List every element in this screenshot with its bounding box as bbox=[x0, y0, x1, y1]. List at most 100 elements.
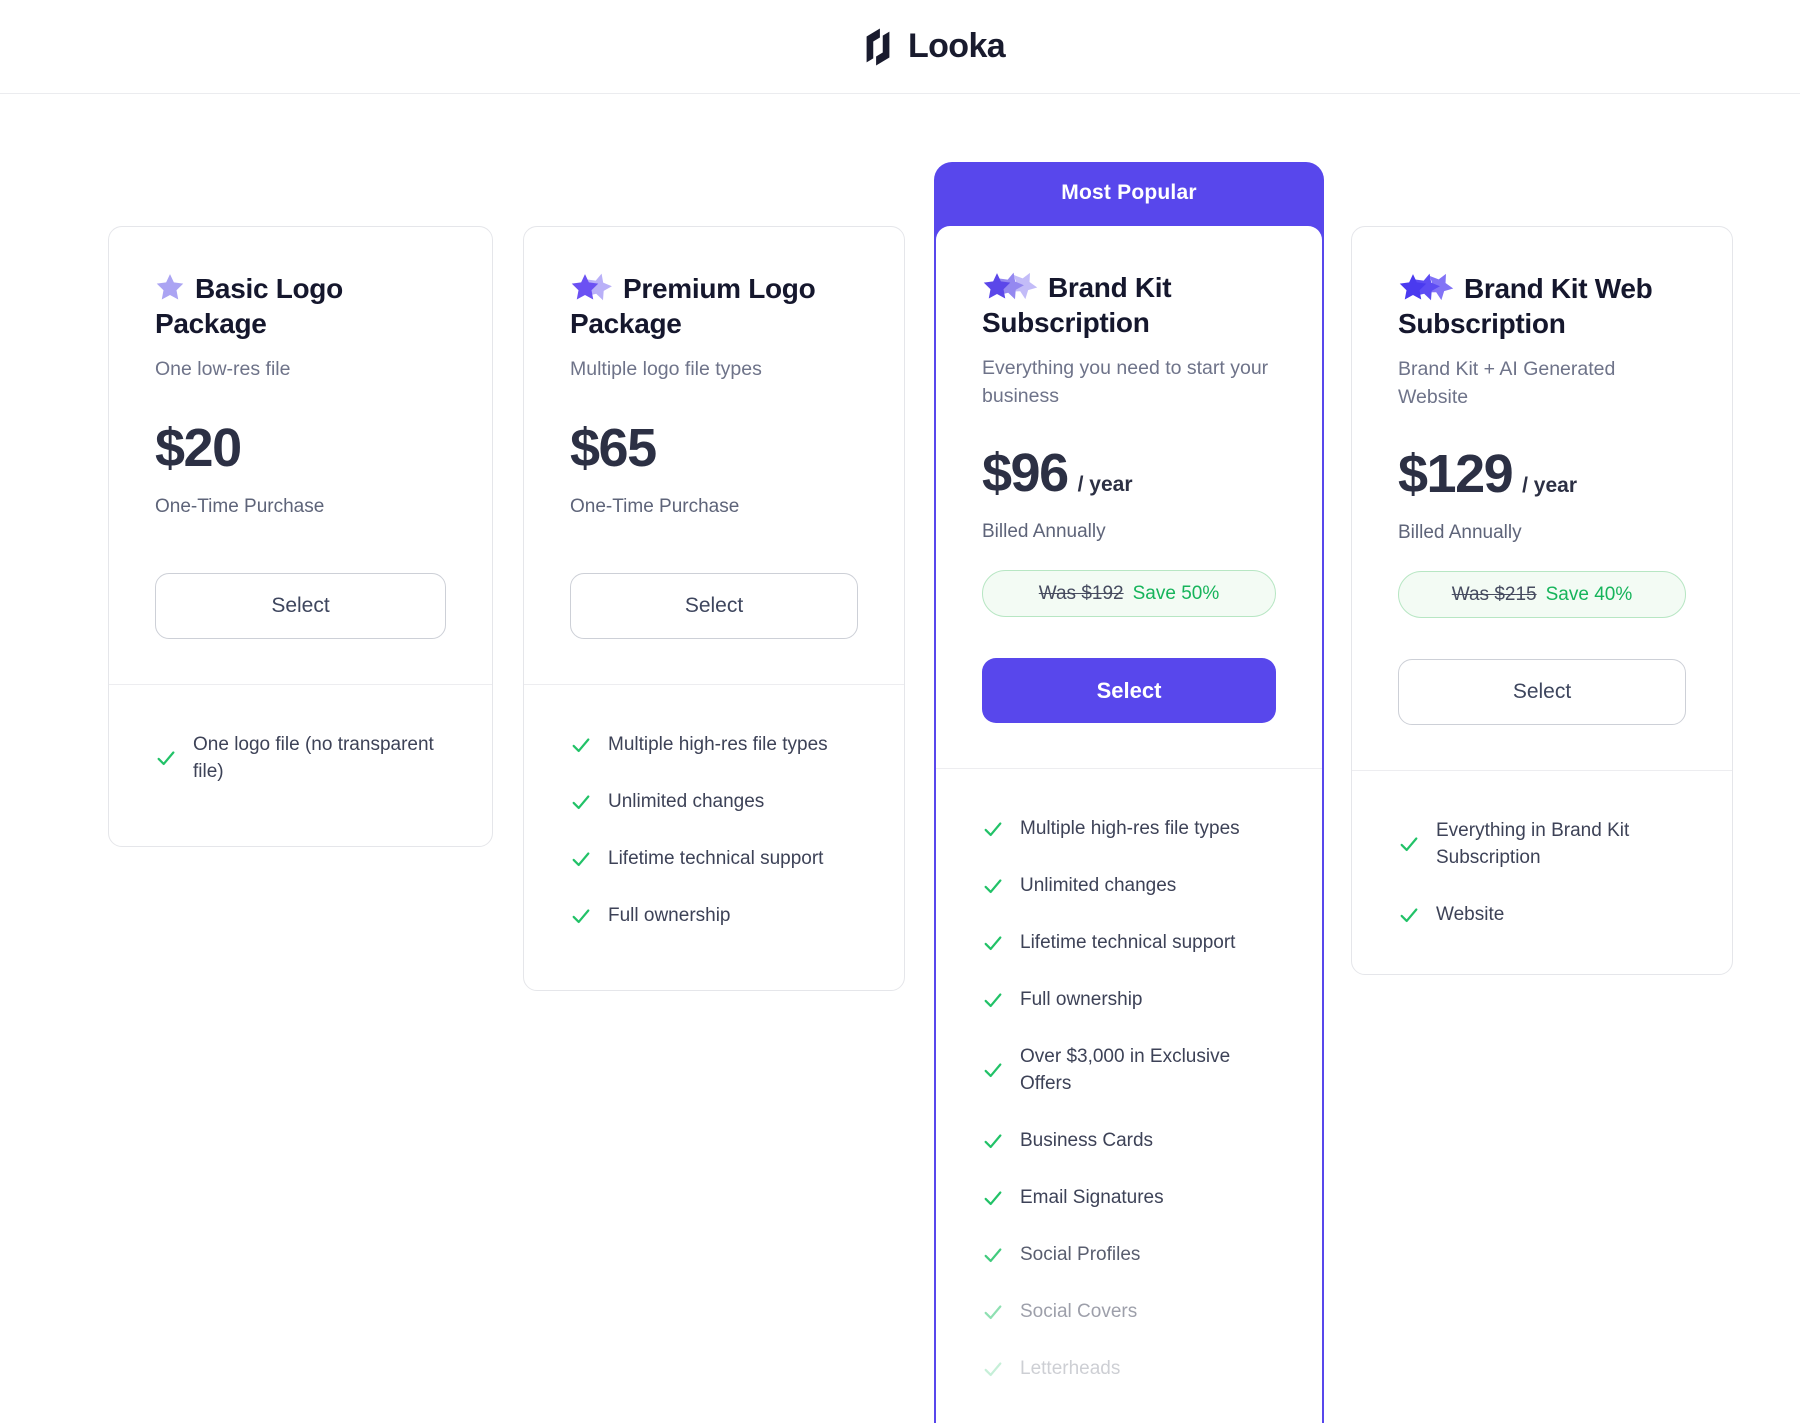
price-suffix: / year bbox=[1077, 473, 1133, 496]
plan-subtitle: Everything you need to start your busine… bbox=[982, 357, 1269, 407]
feature-item: Letterheads bbox=[982, 1355, 1276, 1382]
plan-title: Brand Kit Web Subscription bbox=[1398, 271, 1686, 341]
select-button-basic[interactable]: Select bbox=[155, 573, 446, 639]
plan-title-text: Brand Kit Subscription bbox=[982, 272, 1172, 338]
old-price: Was $215 bbox=[1451, 583, 1537, 605]
check-icon bbox=[572, 851, 590, 866]
feature-item: Lifetime technical support bbox=[570, 845, 858, 872]
plan-title-text: Brand Kit Web Subscription bbox=[1398, 273, 1653, 339]
plan-title-text: Basic Logo Package bbox=[155, 273, 343, 339]
feature-list: Multiple high-res file types Unlimited c… bbox=[936, 769, 1322, 1382]
plan-title-text: Premium Logo Package bbox=[570, 273, 816, 339]
check-icon bbox=[984, 1304, 1002, 1319]
check-icon bbox=[984, 992, 1002, 1007]
feature-item: Over $3,000 in Exclusive Offers bbox=[982, 1043, 1276, 1097]
feature-text: Multiple high-res file types bbox=[1020, 818, 1240, 839]
check-icon bbox=[984, 1133, 1002, 1148]
feature-text: Unlimited changes bbox=[1020, 875, 1177, 896]
plan-price: $129 / year bbox=[1398, 447, 1686, 501]
feature-item: Lifetime technical support bbox=[982, 929, 1276, 956]
plan-price: $65 bbox=[570, 421, 858, 475]
check-icon bbox=[572, 737, 590, 752]
feature-item: Full ownership bbox=[570, 902, 858, 929]
card-divider bbox=[524, 684, 904, 685]
feature-item: Unlimited changes bbox=[570, 788, 858, 815]
feature-list: Multiple high-res file types Unlimited c… bbox=[524, 685, 904, 929]
plan-stars bbox=[570, 272, 613, 302]
feature-text: Multiple high-res file types bbox=[608, 734, 828, 755]
card-divider bbox=[1352, 770, 1732, 771]
feature-item: Multiple high-res file types bbox=[570, 731, 858, 758]
feature-item: Multiple high-res file types bbox=[982, 815, 1276, 842]
plan-subtitle: Brand Kit + AI Generated Website bbox=[1398, 358, 1616, 408]
plan-price: $96 / year bbox=[982, 446, 1276, 500]
feature-text: Email Signatures bbox=[1020, 1187, 1164, 1208]
select-button-brand-kit-web[interactable]: Select bbox=[1398, 659, 1686, 725]
price-amount: $129 bbox=[1398, 444, 1514, 504]
plan-title: Basic Logo Package bbox=[155, 271, 446, 341]
feature-text: One logo file (no transparent file) bbox=[193, 734, 434, 782]
star-icon bbox=[1426, 273, 1454, 301]
save-percent: Save 40% bbox=[1545, 583, 1633, 605]
most-popular-banner: Most Popular bbox=[1061, 181, 1197, 204]
feature-text: Website bbox=[1436, 904, 1505, 925]
plan-term: Billed Annually bbox=[982, 521, 1106, 542]
pricing-card-basic: Basic Logo Package One low-res file $20 … bbox=[108, 226, 493, 847]
feature-text: Everything in Brand Kit Subscription bbox=[1436, 820, 1630, 868]
feature-text: Full ownership bbox=[1020, 989, 1143, 1010]
header: Looka bbox=[0, 0, 1800, 94]
feature-list: One logo file (no transparent file) bbox=[109, 685, 492, 785]
brand-logo[interactable]: Looka bbox=[859, 26, 1006, 68]
feature-item: Everything in Brand Kit Subscription bbox=[1398, 817, 1686, 871]
feature-item: Social Covers bbox=[982, 1298, 1276, 1325]
card-divider bbox=[936, 768, 1322, 769]
feature-item: Full ownership bbox=[982, 986, 1276, 1013]
feature-text: Lifetime technical support bbox=[1020, 932, 1236, 953]
feature-item: Business Cards bbox=[982, 1127, 1276, 1154]
pricing-card-brand-kit: Most Popular Brand Kit Subscription Ever… bbox=[934, 162, 1324, 1423]
feature-text: Full ownership bbox=[608, 905, 731, 926]
plan-price: $20 bbox=[155, 421, 446, 475]
old-price: Was $192 bbox=[1038, 582, 1124, 604]
feature-item: Unlimited changes bbox=[982, 872, 1276, 899]
check-icon bbox=[1400, 837, 1418, 852]
star-icon bbox=[1414, 273, 1440, 301]
check-icon bbox=[572, 794, 590, 809]
feature-text: Letterheads bbox=[1020, 1358, 1121, 1379]
star-icon bbox=[1010, 272, 1038, 300]
save-percent: Save 50% bbox=[1132, 582, 1220, 604]
plan-term: Billed Annually bbox=[1398, 522, 1522, 543]
price-suffix: / year bbox=[1522, 474, 1578, 497]
plan-stars bbox=[155, 272, 185, 302]
discount-badge: Was $192 Save 50% bbox=[982, 570, 1276, 617]
feature-item: Email Signatures bbox=[982, 1184, 1276, 1211]
plan-stars bbox=[982, 271, 1038, 301]
looka-logo-icon bbox=[866, 27, 890, 66]
feature-item: Website bbox=[1398, 901, 1686, 928]
feature-text: Over $3,000 in Exclusive Offers bbox=[1020, 1046, 1231, 1094]
feature-text: Business Cards bbox=[1020, 1130, 1154, 1151]
star-icon bbox=[998, 272, 1024, 300]
pricing-card-premium: Premium Logo Package Multiple logo file … bbox=[523, 226, 905, 991]
plan-title: Premium Logo Package bbox=[570, 271, 858, 341]
discount-badge: Was $215 Save 40% bbox=[1398, 571, 1686, 618]
select-button-brand-kit[interactable]: Select bbox=[982, 658, 1276, 723]
check-icon bbox=[1400, 907, 1418, 922]
star-icon bbox=[156, 274, 184, 300]
price-amount: $20 bbox=[155, 418, 242, 478]
feature-text: Lifetime technical support bbox=[608, 848, 824, 869]
pricing-card-brand-kit-web: Brand Kit Web Subscription Brand Kit + A… bbox=[1351, 226, 1733, 975]
plan-subtitle: Multiple logo file types bbox=[570, 358, 762, 380]
price-amount: $96 bbox=[982, 443, 1069, 503]
star-icon bbox=[1399, 274, 1427, 300]
plan-title: Brand Kit Subscription bbox=[982, 270, 1276, 340]
check-icon bbox=[984, 821, 1002, 836]
check-icon bbox=[984, 935, 1002, 950]
plan-term: One-Time Purchase bbox=[155, 496, 325, 517]
price-amount: $65 bbox=[570, 418, 657, 478]
feature-text: Social Covers bbox=[1020, 1301, 1138, 1322]
check-icon bbox=[984, 1063, 1002, 1078]
select-button-premium[interactable]: Select bbox=[570, 573, 858, 639]
check-icon bbox=[984, 1247, 1002, 1262]
